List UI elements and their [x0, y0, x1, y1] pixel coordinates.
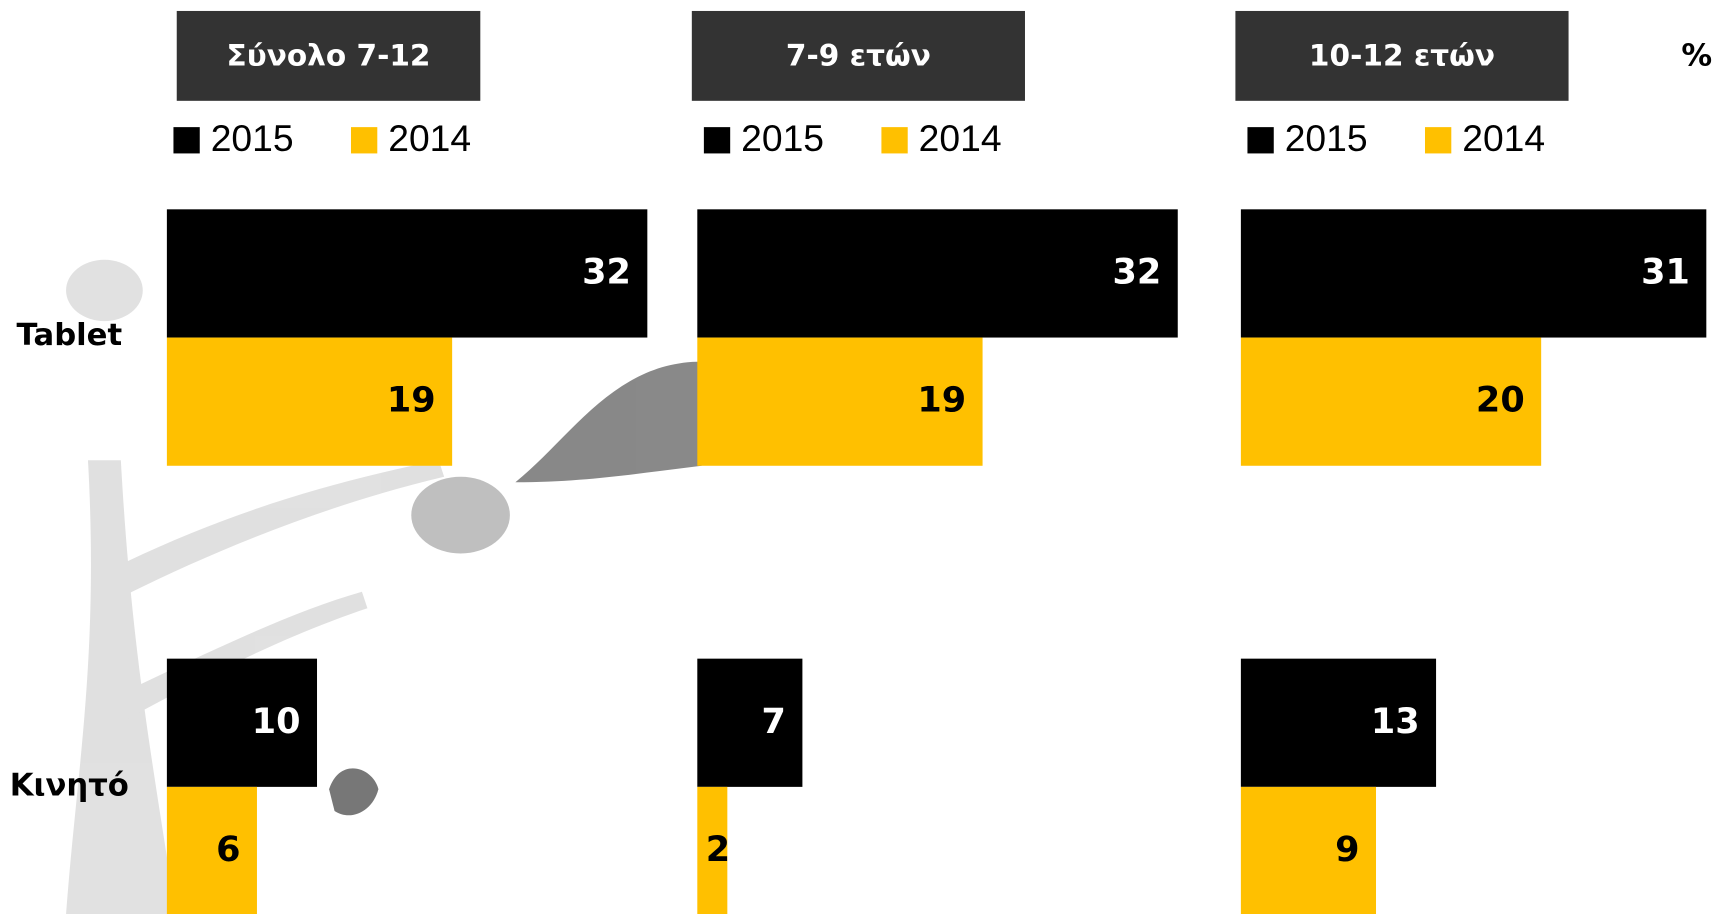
value-label: 6	[216, 829, 240, 870]
value-label: 9	[1335, 829, 1359, 870]
bar	[167, 209, 647, 337]
legend-label: 2015	[1285, 117, 1368, 159]
legend-swatch	[881, 127, 907, 153]
unit-label: %	[1681, 38, 1712, 73]
bar	[1241, 209, 1706, 337]
value-label: 2	[706, 829, 730, 870]
legend-label: 2014	[919, 117, 1002, 159]
legend-label: 2014	[388, 117, 471, 159]
value-label: 20	[1476, 380, 1525, 421]
legend-label: 2015	[741, 117, 824, 159]
bar	[697, 659, 802, 787]
panel-title: Σύνολο 7-12	[227, 38, 431, 72]
chart: % Tablet Κινητό Σύνολο 7-12 2015 32 10 2014 1…	[0, 0, 1719, 914]
category-label: Tablet	[17, 318, 123, 353]
legend-swatch	[1247, 127, 1273, 153]
panel-title: 10-12 ετών	[1309, 38, 1495, 72]
bar	[697, 209, 1177, 337]
category-label: Κινητό	[10, 768, 129, 803]
legend-swatch	[704, 127, 730, 153]
legend-label: 2014	[1462, 117, 1545, 159]
value-label: 19	[387, 380, 436, 421]
legend-label: 2015	[211, 117, 294, 159]
value-label: 32	[582, 251, 631, 292]
value-label: 31	[1641, 251, 1690, 292]
value-label: 13	[1371, 701, 1420, 742]
legend-swatch	[1425, 127, 1451, 153]
value-label: 19	[917, 380, 966, 421]
value-label: 32	[1113, 251, 1162, 292]
panel-title: 7-9 ετών	[786, 38, 931, 72]
legend-swatch	[173, 127, 199, 153]
legend-swatch	[351, 127, 377, 153]
value-label: 7	[762, 701, 786, 742]
bar	[167, 787, 257, 914]
value-label: 10	[252, 701, 301, 742]
